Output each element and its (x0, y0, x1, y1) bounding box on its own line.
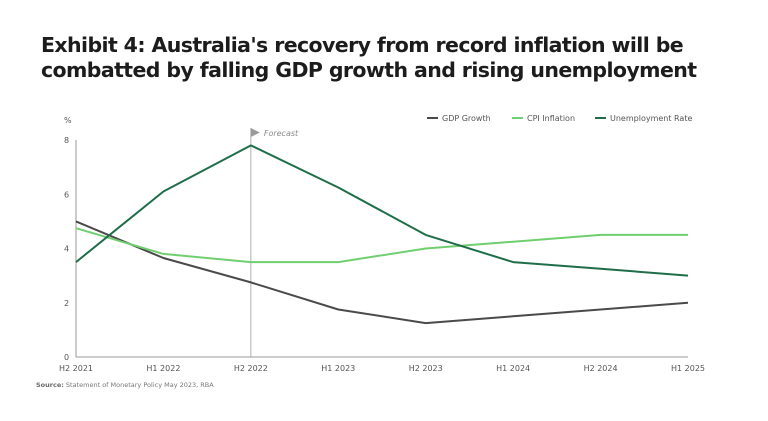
source-text: Statement of Monetary Policy May 2023, R… (65, 381, 214, 389)
x-tick-label: H2 2024 (584, 364, 618, 373)
x-tick-label: H1 2022 (146, 364, 180, 373)
x-tick-label: H2 2023 (409, 364, 443, 373)
series-line-gdp-growth (75, 220, 689, 325)
series-line-unemployment-rate (75, 144, 689, 277)
legend-label: CPI Inflation (527, 114, 575, 123)
y-tick-label: 8 (64, 136, 69, 145)
forecast-label: Forecast (264, 129, 299, 138)
x-tick-label: H1 2025 (671, 364, 705, 373)
x-tick-label: H1 2023 (321, 364, 355, 373)
y-tick-label: 6 (64, 190, 69, 199)
x-tick-label: H1 2024 (496, 364, 530, 373)
source-note: Source: Statement of Monetary Policy May… (36, 381, 214, 389)
y-tick-label: 4 (64, 245, 69, 254)
x-tick-label: H2 2021 (59, 364, 93, 373)
y-tick-label: 0 (64, 353, 69, 362)
chart-title: Exhibit 4: Australia's recovery from rec… (41, 33, 697, 82)
legend-label: GDP Growth (442, 114, 491, 123)
forecast-flag-icon (250, 128, 260, 137)
y-axis-unit-label: % (64, 116, 72, 125)
y-tick-label: 2 (64, 299, 69, 308)
source-label: Source: (36, 381, 64, 389)
x-tick-label: H2 2022 (234, 364, 268, 373)
series-line-cpi-inflation (75, 227, 688, 264)
legend-label: Unemployment Rate (610, 114, 692, 123)
